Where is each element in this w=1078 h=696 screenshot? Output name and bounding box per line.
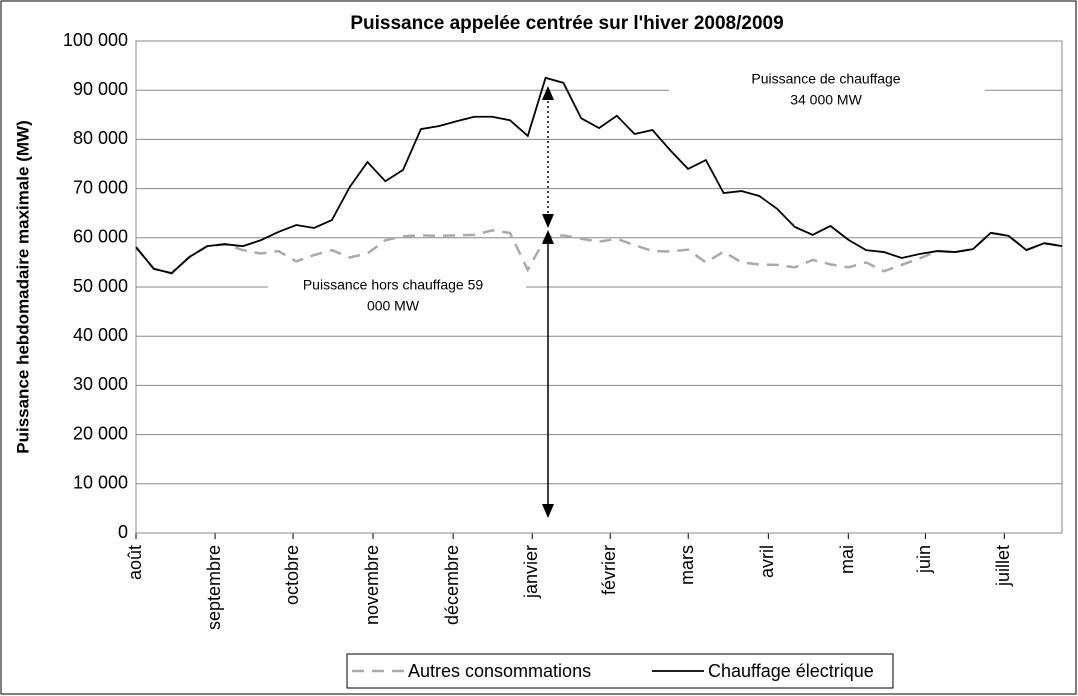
- x-tick-label: novembre: [362, 545, 382, 625]
- annotation-box: [669, 60, 985, 118]
- arrows: [542, 86, 554, 518]
- legend: [346, 653, 894, 689]
- x-tick-label: septembre: [204, 545, 224, 630]
- annotation: 34 000 MW: [790, 92, 862, 108]
- y-tick-label: 80 000: [73, 128, 128, 148]
- annotation-box: [268, 270, 526, 318]
- y-tick-label: 70 000: [73, 177, 128, 197]
- y-tick-label: 20 000: [73, 423, 128, 443]
- arrowhead: [542, 504, 554, 518]
- x-tick-label: mai: [837, 545, 857, 574]
- y-tick-label: 90 000: [73, 79, 128, 99]
- annotation: Puissance hors chauffage 59: [303, 277, 484, 293]
- y-tick-label: 30 000: [73, 374, 128, 394]
- arrowhead: [542, 230, 554, 244]
- x-tick-label: octobre: [282, 545, 302, 605]
- series-line: [135, 76, 1063, 275]
- x-tick-label: mars: [677, 545, 697, 585]
- y-tick-label: 10 000: [73, 473, 128, 493]
- annotation: 000 MW: [367, 298, 420, 314]
- arrowhead: [542, 214, 554, 228]
- y-tick-label: 0: [118, 522, 128, 542]
- x-tick-label: juin: [914, 545, 934, 574]
- x-tick-label: août: [125, 545, 145, 580]
- legend-items: Autres consommations Chauffage électrique: [352, 661, 874, 681]
- y-axis-label: Puissance hebdomadaire maximale (MW): [13, 120, 32, 454]
- legend-label: Chauffage électrique: [708, 661, 874, 681]
- arrowhead: [542, 86, 554, 100]
- plot-border: [135, 40, 1063, 534]
- x-tick-label: décembre: [442, 545, 462, 625]
- x-tick-label: février: [599, 545, 619, 595]
- x-tick-label: avril: [757, 545, 777, 578]
- x-tick-label: juillet: [993, 545, 1013, 587]
- legend-label: Autres consommations: [408, 661, 591, 681]
- y-tick-label: 50 000: [73, 276, 128, 296]
- y-tick-label: 40 000: [73, 325, 128, 345]
- y-tick-label: 60 000: [73, 227, 128, 247]
- y-tick-label: 100 000: [63, 30, 128, 50]
- chart-title: Puissance appelée centrée sur l'hiver 20…: [350, 13, 783, 34]
- lines: [135, 76, 1063, 275]
- series-line: [135, 229, 1063, 275]
- annotation: Puissance de chauffage: [751, 71, 900, 87]
- x-tick-label: janvier: [521, 545, 541, 599]
